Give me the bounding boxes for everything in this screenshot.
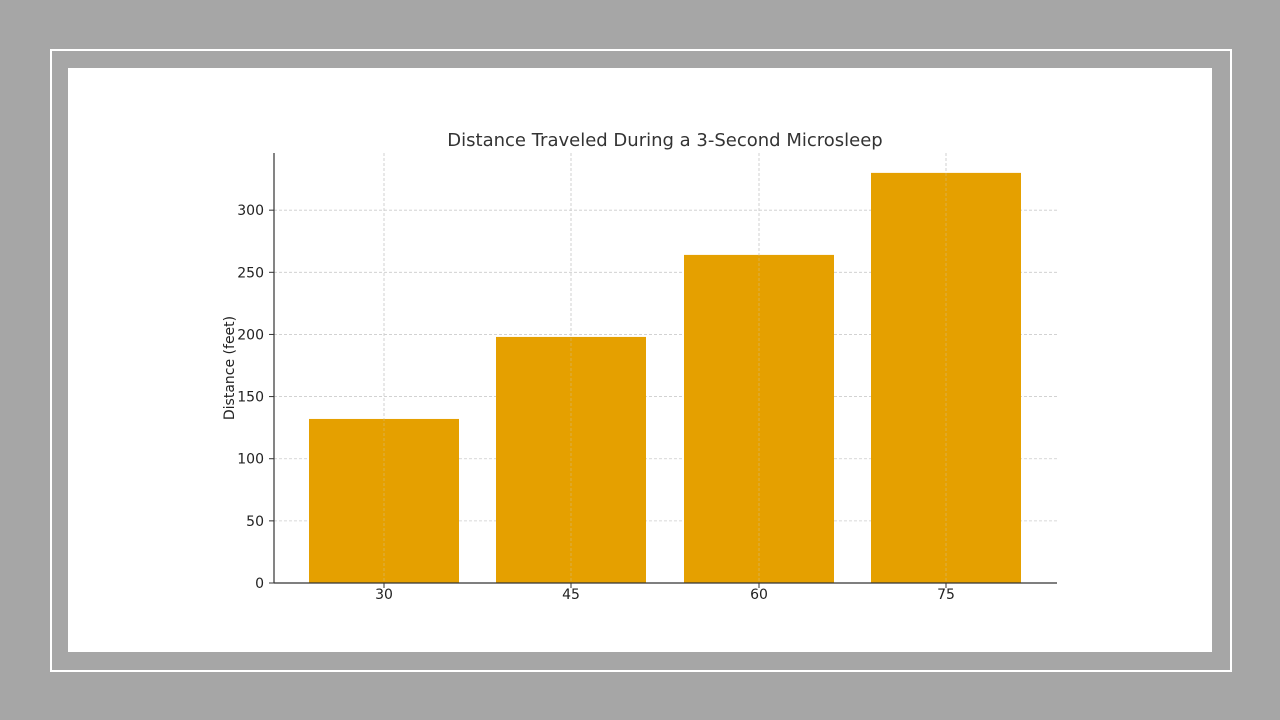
x-tick-label: 30 [375, 587, 393, 603]
label-layer: 0 50 100 150 200 250 300 30 45 60 75 [237, 203, 955, 603]
axis-layer [273, 153, 1057, 584]
y-tick-label: 250 [237, 265, 264, 281]
x-tick-label: 60 [750, 587, 768, 603]
y-tick-label: 300 [237, 203, 264, 219]
chart-title: Distance Traveled During a 3-Second Micr… [447, 130, 882, 151]
x-tick-label: 75 [937, 587, 955, 603]
x-tick-label: 45 [562, 587, 580, 603]
y-tick-label: 200 [237, 327, 264, 343]
y-tick-label: 0 [255, 576, 264, 592]
y-axis-label: Distance (feet) [222, 316, 238, 420]
y-tick-label: 100 [237, 452, 264, 468]
bar-layer [309, 153, 1021, 583]
y-tick-label: 50 [246, 514, 264, 530]
y-tick-label: 150 [237, 390, 264, 406]
outer-frame [50, 49, 1232, 672]
